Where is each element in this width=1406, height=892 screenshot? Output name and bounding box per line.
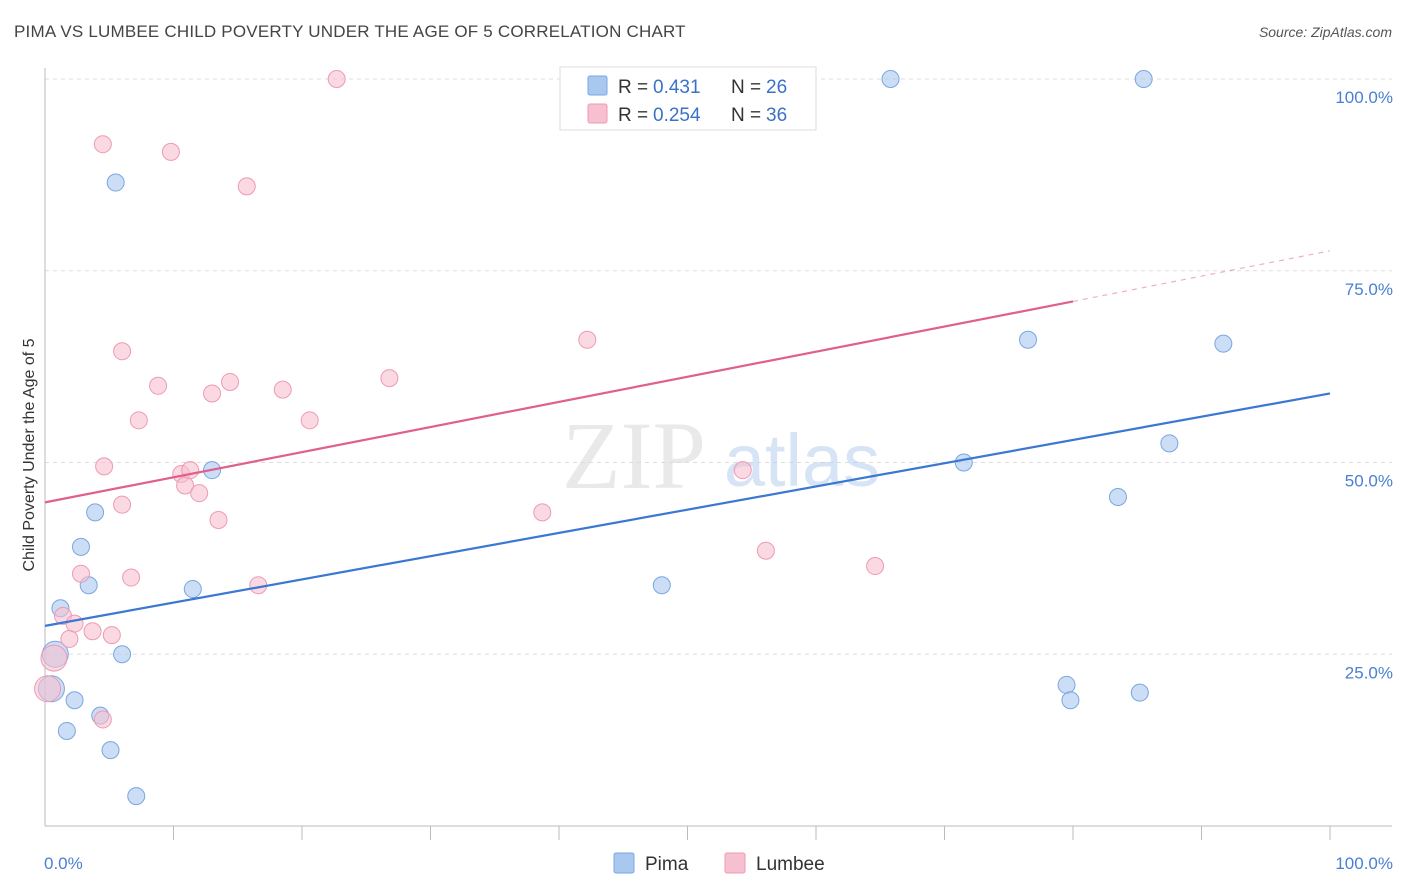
y-tick-label: 25.0%	[1345, 663, 1393, 682]
legend-n-value: 36	[766, 105, 787, 126]
pima-point	[954, 453, 973, 472]
trend-lines	[44, 250, 1331, 627]
legend-r-label: R =	[618, 77, 648, 98]
chart-title: PIMA VS LUMBEE CHILD POVERTY UNDER THE A…	[14, 22, 686, 41]
pima-point	[652, 576, 671, 595]
lumbee-point	[578, 330, 597, 349]
lumbee-point	[300, 411, 319, 430]
lumbee-point	[327, 70, 346, 88]
pima-point	[71, 537, 90, 556]
legend-n-label: N =	[731, 105, 761, 126]
lumbee-point	[161, 142, 180, 161]
y-tick-label: 100.0%	[1335, 88, 1393, 107]
grid-lines	[45, 78, 1392, 655]
lumbee-point	[34, 675, 62, 703]
lumbee-bottom-label: Lumbee	[756, 854, 825, 875]
pima-point	[1057, 675, 1076, 694]
y-axis-label: Child Poverty Under the Age of 5	[21, 338, 38, 571]
pima-point	[1108, 488, 1127, 507]
lumbee-point	[113, 495, 132, 514]
y-tick-label: 50.0%	[1345, 472, 1393, 491]
y-tick-label: 75.0%	[1345, 280, 1393, 299]
pima-point	[1061, 691, 1080, 710]
pima-point	[881, 70, 900, 88]
data-points	[34, 70, 1233, 806]
legend-r-label: R =	[618, 105, 648, 126]
pima-point	[1134, 70, 1153, 88]
pima-bottom-swatch	[613, 852, 635, 874]
lumbee-point	[71, 564, 90, 583]
lumbee-point	[93, 710, 112, 729]
lumbee-point	[149, 376, 168, 395]
pima-bottom-label: Pima	[645, 854, 689, 875]
pima-point	[86, 503, 105, 522]
lumbee-point	[65, 614, 84, 633]
lumbee-point	[237, 177, 256, 196]
pima-point	[183, 580, 202, 599]
lumbee-point	[733, 461, 752, 480]
lumbee-point	[93, 135, 112, 154]
lumbee-point	[866, 557, 885, 576]
lumbee-point	[113, 342, 132, 361]
lumbee-trend-extension	[1072, 250, 1331, 303]
pima-point	[127, 787, 146, 806]
x-tick-label-left: 0.0%	[44, 854, 83, 873]
lumbee-legend-swatch	[587, 103, 608, 124]
lumbee-point	[221, 372, 240, 391]
pima-point	[57, 721, 76, 740]
pima-point	[65, 691, 84, 710]
pima-point	[1214, 334, 1233, 353]
pima-legend-swatch	[587, 75, 608, 96]
legend-r-value: 0.431	[653, 77, 701, 98]
lumbee-point	[83, 622, 102, 641]
lumbee-point	[122, 568, 141, 587]
pima-point	[1160, 434, 1179, 453]
x-tick-label-right: 100.0%	[1335, 854, 1393, 873]
legend: R = 0.431 N = 26 R = 0.254 N = 36	[559, 66, 817, 131]
lumbee-point	[129, 411, 148, 430]
lumbee-point	[40, 644, 68, 672]
lumbee-point	[273, 380, 292, 399]
pima-trend-line	[44, 392, 1331, 627]
lumbee-point	[203, 384, 222, 403]
tick-labels: 25.0% 50.0% 75.0% 100.0% 0.0% 100.0%	[44, 88, 1393, 873]
lumbee-point	[190, 484, 209, 503]
legend-n-label: N =	[731, 77, 761, 98]
lumbee-point	[533, 503, 552, 522]
pima-point	[1019, 330, 1038, 349]
lumbee-point	[209, 511, 228, 530]
lumbee-point	[756, 541, 775, 560]
source-label: Source: ZipAtlas.com	[1258, 24, 1392, 40]
legend-n-value: 26	[766, 77, 787, 98]
pima-point	[106, 173, 125, 192]
lumbee-bottom-swatch	[724, 852, 746, 874]
legend-r-value: 0.254	[653, 105, 701, 126]
pima-point	[1130, 683, 1149, 702]
lumbee-trend-line	[44, 300, 1074, 504]
pima-point	[101, 741, 120, 760]
lumbee-point	[95, 457, 114, 476]
watermark-zip: ZIP	[562, 402, 706, 509]
watermark: ZIP atlas	[562, 402, 880, 509]
bottom-legend: Pima Lumbee	[613, 852, 825, 875]
lumbee-point	[60, 629, 79, 648]
lumbee-point	[102, 626, 121, 645]
lumbee-point	[380, 369, 399, 388]
pima-point	[113, 645, 132, 664]
